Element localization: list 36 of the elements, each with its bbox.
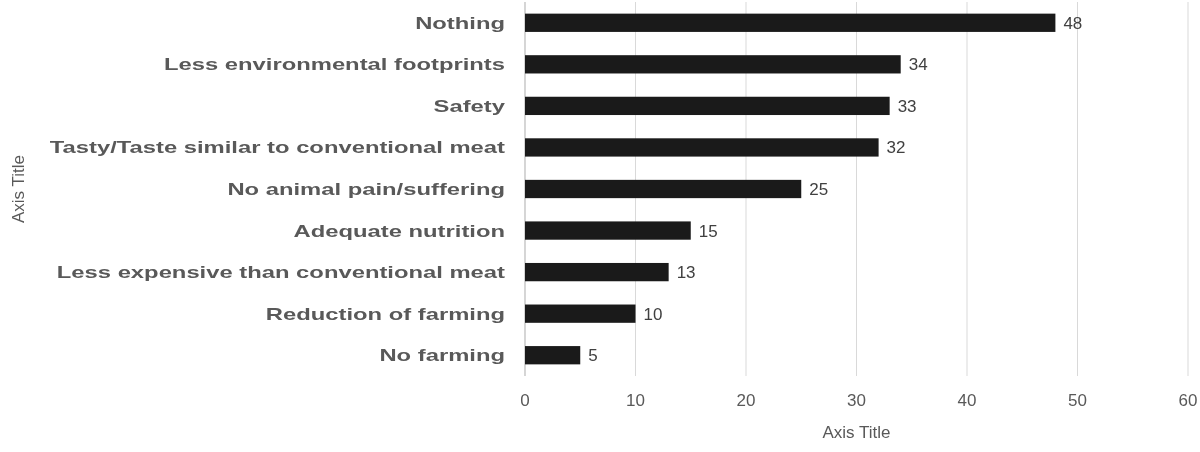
data-label: 15 [698, 221, 718, 241]
y-tick-label: No animal pain/suffering [227, 179, 505, 199]
data-label: 33 [897, 96, 917, 116]
bar [525, 304, 636, 323]
x-axis-title: Axis Title [822, 423, 891, 442]
x-tick-label: 60 [1178, 391, 1198, 410]
x-tick-label: 40 [957, 391, 977, 410]
data-label: 32 [886, 138, 906, 158]
y-tick-label: No farming [379, 345, 505, 365]
y-tick-label: Tasty/Taste similar to conventional meat [49, 137, 506, 157]
y-tick-label: Reduction of farming [265, 304, 505, 323]
bar [525, 138, 879, 157]
y-tick-label: Nothing [415, 13, 505, 33]
bar [525, 55, 901, 74]
x-tick-label: 10 [626, 391, 645, 410]
bar [525, 13, 1056, 32]
data-label: 34 [908, 55, 928, 75]
data-label: 13 [676, 263, 696, 283]
data-label: 25 [809, 179, 829, 199]
x-tick-label: 20 [736, 391, 756, 410]
y-axis-title: Axis Title [9, 154, 28, 224]
y-tick-label: Less expensive than conventional meat [56, 262, 506, 282]
y-tick-label: Safety [433, 96, 506, 116]
x-tick-label: 30 [847, 391, 866, 410]
x-tick-label: 50 [1068, 391, 1087, 410]
data-label: 10 [643, 304, 663, 324]
data-label: 48 [1063, 13, 1083, 33]
data-label: 5 [588, 346, 598, 366]
y-tick-label: Less environmental footprints [163, 54, 505, 74]
bar [525, 221, 691, 240]
bar [525, 346, 581, 365]
x-tick-label: 0 [520, 391, 530, 410]
bar [525, 262, 669, 282]
bar [525, 96, 890, 116]
bar [525, 179, 802, 199]
y-tick-label: Adequate nutrition [293, 220, 505, 240]
